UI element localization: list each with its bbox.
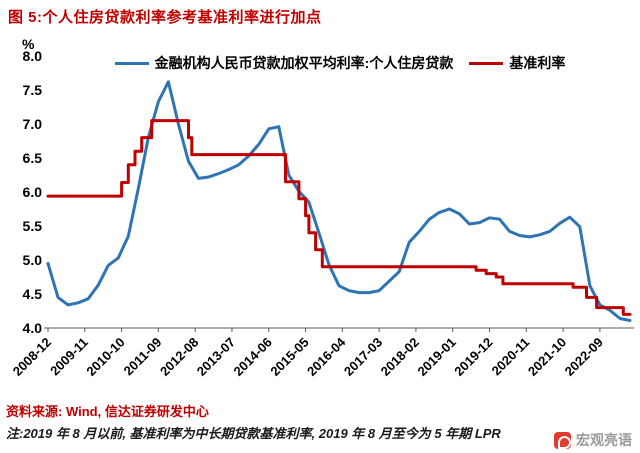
x-tick-label: 2021-10 <box>525 335 569 379</box>
y-tick-label: 5.5 <box>23 218 43 234</box>
x-tick-label: 2009-11 <box>47 335 91 379</box>
x-tick-label: 2020-11 <box>489 335 533 379</box>
chart-area: % 金融机构人民币贷款加权平均利率:个人住房贷款 基准利率 8.0 7.5 7.0 6… <box>0 26 640 398</box>
watermark-logo-icon <box>554 431 571 449</box>
x-tick-label: 2019-01 <box>414 335 458 379</box>
legend-line-swatch-red <box>469 61 504 65</box>
legend-item-housing-loan-rate: 金融机构人民币贷款加权平均利率:个人住房贷款 <box>114 53 454 73</box>
watermark: 宏观亮语 <box>554 430 632 450</box>
chart-legend: 金融机构人民币贷款加权平均利率:个人住房贷款 基准利率 <box>44 53 636 73</box>
x-tick-label: 2022-09 <box>562 335 606 379</box>
x-tick-label: 2017-03 <box>341 335 385 379</box>
legend-line-swatch-blue <box>114 61 149 65</box>
y-tick-label: 7.0 <box>23 116 43 132</box>
x-tick-label: 2013-07 <box>194 335 238 379</box>
housing-loan-rate-line <box>46 80 632 322</box>
x-tick-label: 2018-02 <box>378 335 422 379</box>
x-tick-label: 2010-10 <box>83 335 127 379</box>
note-line: 注:2019 年 8 月以前, 基准利率为中长期贷款基准利率, 2019 年 8… <box>6 426 501 441</box>
legend-label-benchmark-rate: 基准利率 <box>509 55 566 71</box>
y-tick-label: 6.0 <box>23 184 43 200</box>
x-tick-label: 2008-12 <box>10 335 54 379</box>
watermark-label: 宏观亮语 <box>576 432 632 448</box>
y-tick-label: 7.5 <box>23 82 43 98</box>
y-tick-label: 4.0 <box>23 320 43 336</box>
x-tick-label: 2014-06 <box>231 335 275 379</box>
x-tick-label: 2016-04 <box>304 334 349 379</box>
x-tick-label: 2015-05 <box>267 335 311 379</box>
source-line: 资料来源: Wind, 信达证券研发中心 <box>6 404 209 419</box>
chart-svg: 8.0 7.5 7.0 6.5 6.0 5.5 5.0 4.5 4.02008-122009-1… <box>10 48 634 379</box>
y-tick-label: 8.0 <box>23 48 43 64</box>
y-tick-label: 5.0 <box>23 252 43 268</box>
legend-label-housing-loan-rate: 金融机构人民币贷款加权平均利率:个人住房贷款 <box>154 55 454 71</box>
legend-item-benchmark-rate: 基准利率 <box>469 53 565 73</box>
x-tick-label: 2012-08 <box>157 335 201 379</box>
benchmark-rate-line <box>46 119 632 316</box>
figure-title: 图 5:个人住房贷款利率参考基准利率进行加点 <box>8 9 322 26</box>
y-tick-label: 6.5 <box>23 150 43 166</box>
x-tick-label: 2011-09 <box>121 335 165 379</box>
x-tick-label: 2019-12 <box>451 335 495 379</box>
y-tick-label: 4.5 <box>23 286 43 302</box>
y-axis-unit-label: % <box>22 36 35 52</box>
